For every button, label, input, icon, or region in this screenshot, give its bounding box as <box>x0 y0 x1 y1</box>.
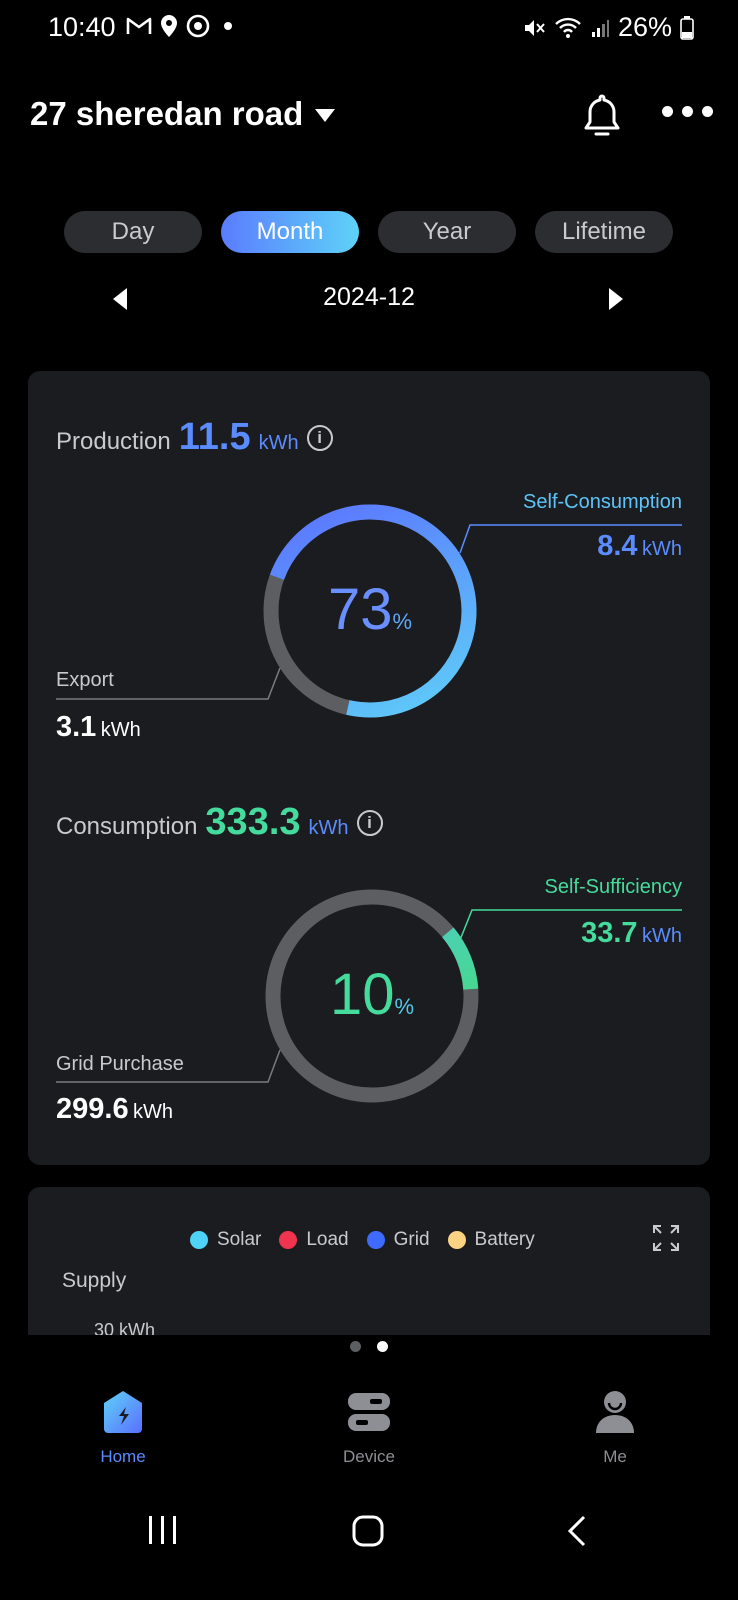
site-selector[interactable]: 27 sheredan road <box>30 95 336 133</box>
self-consumption-unit: kWh <box>642 538 682 560</box>
bell-icon[interactable] <box>582 92 622 142</box>
legend-battery[interactable]: Battery <box>447 1229 535 1251</box>
more-icon[interactable] <box>662 106 713 117</box>
grid-purchase-value: 299.6 <box>56 1093 129 1125</box>
home-system-icon[interactable] <box>352 1515 384 1547</box>
self-consumption-block: Self-Consumption <box>523 491 682 514</box>
production-header: Production 11.5 kWh i <box>56 416 333 459</box>
signal-icon <box>591 19 609 37</box>
mute-icon <box>524 19 545 36</box>
load-dot-icon <box>279 1231 298 1249</box>
back-icon[interactable] <box>566 1515 588 1547</box>
self-sufficiency-unit: kWh <box>642 925 682 947</box>
consumption-header: Consumption 333.3 kWh i <box>56 801 383 844</box>
period-label: 2024-12 <box>323 283 415 311</box>
consumption-value: 333.3 <box>205 801 301 843</box>
page-title: 27 sheredan road <box>30 95 304 132</box>
consumption-label: Consumption <box>56 813 198 840</box>
tab-day[interactable]: Day <box>64 211 202 253</box>
consumption-donut-arc <box>265 889 479 1103</box>
self-consumption-value: 8.4 <box>597 530 638 562</box>
expand-icon[interactable] <box>652 1224 680 1252</box>
production-label: Production <box>56 428 171 455</box>
consumption-donut <box>265 889 479 1103</box>
tab-lifetime[interactable]: Lifetime <box>535 211 673 253</box>
profile-icon <box>596 1391 634 1433</box>
production-percent-value: 73 <box>327 577 393 642</box>
legend-battery-label: Battery <box>474 1229 535 1250</box>
legend-load[interactable]: Load <box>279 1229 349 1251</box>
consumption-info-icon[interactable]: i <box>356 809 383 836</box>
export-unit: kWh <box>100 719 141 741</box>
energy-summary-card <box>28 371 710 1165</box>
self-consumption-value-row: 8.4 kWh <box>597 530 682 563</box>
production-percent-sign: % <box>392 609 413 634</box>
export-value-row: 3.1 kWh <box>56 711 141 744</box>
previous-period-button[interactable] <box>113 288 127 310</box>
power-chart-card: Supply 30 kWh <box>28 1187 710 1335</box>
legend-solar-label: Solar <box>217 1229 262 1250</box>
consumption-percent: 10% <box>262 961 482 1028</box>
grid-purchase-label: Grid Purchase <box>56 1053 184 1075</box>
production-value: 11.5 <box>178 416 251 458</box>
legend-grid-label: Grid <box>393 1229 430 1250</box>
self-sufficiency-label: Self-Sufficiency <box>544 876 682 898</box>
self-sufficiency-value-row: 33.7 kWh <box>581 917 682 950</box>
self-consumption-label: Self-Consumption <box>523 491 682 513</box>
consumption-unit: kWh <box>308 817 349 839</box>
device-icon <box>348 1393 390 1431</box>
home-icon <box>104 1391 142 1433</box>
gmail-icon <box>126 17 152 34</box>
chart-legend: Solar Load Grid Battery <box>190 1229 535 1251</box>
nav-me-label: Me <box>603 1447 627 1466</box>
location-icon <box>161 15 177 37</box>
legend-solar[interactable]: Solar <box>190 1229 261 1251</box>
battery-icon <box>680 15 694 40</box>
production-percent: 73% <box>260 576 480 643</box>
axis-label: 30 kWh <box>94 1320 156 1335</box>
grid-dot-icon <box>366 1231 385 1249</box>
nav-me[interactable]: Me <box>555 1389 675 1467</box>
app-icon <box>186 14 210 38</box>
pager-dot-2[interactable] <box>377 1341 388 1352</box>
consumption-percent-sign: % <box>394 994 415 1019</box>
dot-icon <box>224 22 232 30</box>
production-info-icon[interactable]: i <box>306 424 333 451</box>
tab-year[interactable]: Year <box>378 211 516 253</box>
production-leader-lines <box>56 524 682 700</box>
wifi-icon <box>555 17 581 38</box>
dropdown-caret-icon <box>315 108 336 122</box>
legend-load-label: Load <box>306 1229 349 1250</box>
production-donut <box>263 504 477 718</box>
nav-home-label: Home <box>100 1447 146 1466</box>
nav-home[interactable]: Home <box>63 1389 183 1467</box>
consumption-donut-track <box>265 889 479 1103</box>
legend-grid[interactable]: Grid <box>366 1229 430 1251</box>
recent-apps-icon[interactable] <box>146 1515 180 1545</box>
nav-device[interactable]: Device <box>309 1389 429 1467</box>
status-icons-left <box>126 14 232 38</box>
status-icons-right: 26% <box>522 12 694 43</box>
production-unit: kWh <box>258 432 299 454</box>
consumption-leader-lines <box>56 909 682 1083</box>
status-time: 10:40 <box>48 12 116 42</box>
next-period-button[interactable] <box>609 288 623 310</box>
tab-month[interactable]: Month <box>221 211 359 253</box>
export-value: 3.1 <box>56 711 97 743</box>
solar-dot-icon <box>190 1231 208 1249</box>
grid-purchase-unit: kWh <box>133 1101 174 1123</box>
self-sufficiency-value: 33.7 <box>581 917 638 949</box>
supply-label: Supply <box>62 1269 127 1292</box>
pager-dot-1[interactable] <box>350 1341 361 1352</box>
battery-text: 26% <box>617 12 672 42</box>
consumption-percent-value: 10 <box>329 962 395 1027</box>
grid-purchase-value-row: 299.6 kWh <box>56 1093 173 1126</box>
battery-dot-icon <box>447 1231 466 1249</box>
nav-device-label: Device <box>343 1447 395 1466</box>
export-label: Export <box>56 669 114 691</box>
